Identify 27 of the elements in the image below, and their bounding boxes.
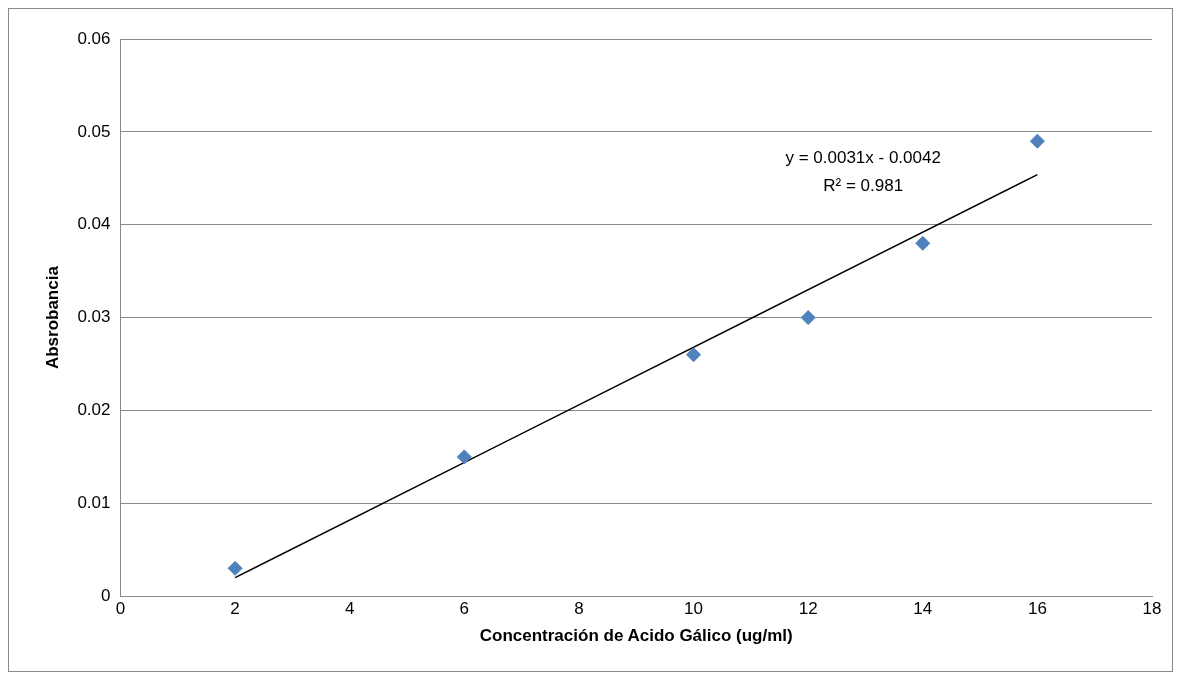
- y-tick-label: 0.04: [77, 214, 111, 234]
- x-tick-label: 0: [115, 599, 126, 619]
- x-tick-label: 10: [684, 599, 704, 619]
- x-tick-label: 2: [230, 599, 240, 619]
- y-tick-label: 0.01: [77, 493, 111, 513]
- point: [1029, 133, 1045, 149]
- point: [227, 560, 243, 576]
- x-tick-label: 12: [798, 599, 818, 619]
- y-tick-label: 0.06: [77, 28, 111, 48]
- y-tick-label: 0: [101, 585, 111, 605]
- annotation: y = 0.0031x - 0.0042: [785, 148, 941, 168]
- point: [915, 235, 931, 251]
- y-tick-label: 0.05: [77, 121, 111, 141]
- x-tick-label: 16: [1027, 599, 1047, 619]
- x-tick-label: 8: [574, 599, 584, 619]
- x-tick-label: 6: [459, 599, 470, 619]
- y-tick-label: 0.03: [77, 307, 111, 327]
- annotation: R² = 0.981: [823, 176, 904, 196]
- x-tick-label: 18: [1142, 599, 1162, 619]
- y-tick-label: 0.02: [77, 400, 111, 420]
- x-tick-label: 4: [344, 599, 355, 619]
- point: [456, 449, 472, 465]
- point: [800, 310, 816, 326]
- x-axis-title: Concentración de Acido Gálico (ug/ml): [479, 626, 793, 646]
- y-axis-title: Absrobancia: [42, 265, 62, 370]
- x-tick-label: 14: [913, 599, 933, 619]
- point: [686, 347, 702, 363]
